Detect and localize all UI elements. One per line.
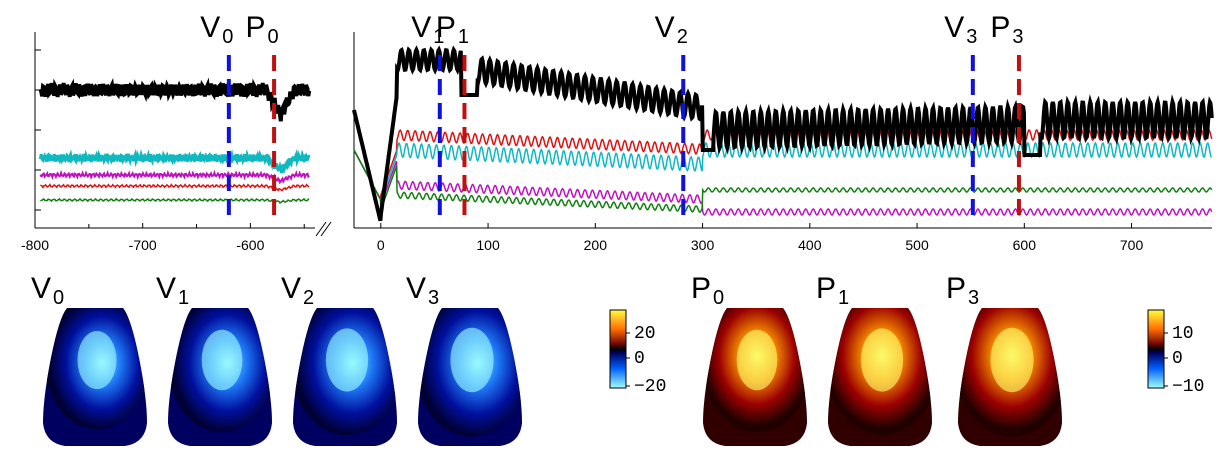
colorbar-tick-label: −10 bbox=[1172, 377, 1204, 397]
left-x-tick-label: -700 bbox=[129, 237, 157, 253]
colorbar-1: 20 0 −20 bbox=[609, 309, 666, 397]
left-series bbox=[38, 77, 312, 204]
left-series-cyan bbox=[38, 148, 311, 175]
colorbar-tick-label: −20 bbox=[634, 377, 666, 397]
colorbar-tick-label: 0 bbox=[1172, 349, 1183, 369]
left-series-magenta bbox=[39, 169, 310, 185]
marker-label-p3: P3 bbox=[990, 11, 1023, 48]
right-x-tick-label: 400 bbox=[798, 237, 822, 253]
right-x-tick-label: 200 bbox=[584, 237, 608, 253]
left-series-red bbox=[40, 183, 310, 192]
right-series-magenta bbox=[353, 149, 1213, 216]
right-x-tick-label: 300 bbox=[691, 237, 715, 253]
right-series bbox=[352, 45, 1214, 222]
colorbar-2: 10 0 −10 bbox=[1147, 309, 1204, 397]
right-x-tick-label: 0 bbox=[377, 237, 385, 253]
left-series-black bbox=[38, 77, 312, 122]
left-x-ticks: -800 -700 -600 bbox=[21, 223, 305, 253]
right-x-tick-label: 600 bbox=[1013, 237, 1037, 253]
left-series-green bbox=[40, 197, 310, 204]
right-series-cyan bbox=[353, 141, 1212, 201]
right-x-ticks: 0 100 200 300 400 500 600 700 bbox=[377, 223, 1144, 253]
right-markers: V 1P 1 V 2 V 3 P3 bbox=[411, 11, 1024, 222]
left-x-tick-label: -800 bbox=[21, 237, 49, 253]
left-x-tick-label: -600 bbox=[236, 237, 264, 253]
right-x-tick-label: 500 bbox=[905, 237, 929, 253]
axis-break-icon bbox=[315, 221, 332, 237]
right-series-black bbox=[352, 45, 1214, 222]
colorbar-tick-label: 10 bbox=[1172, 324, 1194, 344]
right-series-green bbox=[353, 149, 1213, 213]
right-timeseries-panel: V 1P 1 V 2 V 3 P3 0 100 200 300 400 500 600 700 bbox=[352, 11, 1214, 253]
colorbar-tick-label: 20 bbox=[634, 324, 656, 344]
colorbars: 20 0 −20 10 0 −10 bbox=[609, 309, 1204, 397]
left-y-ticks bbox=[35, 49, 41, 211]
right-x-tick-label: 700 bbox=[1120, 237, 1144, 253]
colorbar-tick-label: 0 bbox=[634, 349, 645, 369]
right-x-tick-label: 100 bbox=[476, 237, 500, 253]
